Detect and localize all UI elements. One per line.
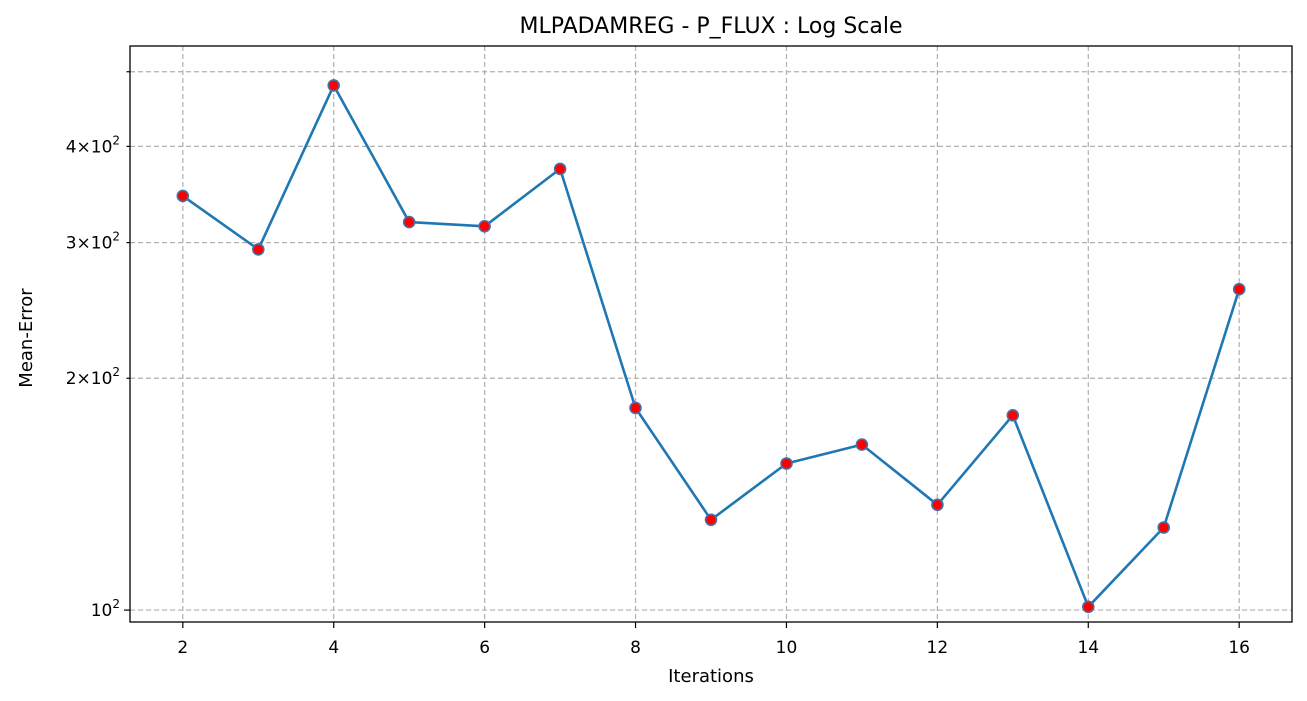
data-point — [1006, 408, 1020, 422]
x-tick-label: 14 — [1077, 638, 1099, 658]
data-point — [629, 401, 642, 415]
data-point — [931, 498, 944, 512]
y-tick-label: 3×102 — [66, 230, 120, 254]
x-tick-label: 16 — [1228, 638, 1250, 658]
grid-lines — [130, 46, 1292, 622]
x-tick-label: 12 — [927, 638, 949, 658]
x-tick-label: 4 — [328, 638, 339, 658]
data-point — [704, 513, 718, 527]
y-tick-label: 102 — [91, 597, 120, 621]
x-axis-label: Iterations — [668, 666, 754, 687]
plot-frame — [129, 45, 1293, 623]
y-tick-label: 4×102 — [66, 133, 120, 157]
data-point — [327, 79, 341, 92]
data-point — [1157, 521, 1170, 534]
data-point — [402, 215, 416, 229]
data-point — [478, 220, 491, 233]
data-point — [251, 243, 265, 256]
data-point — [1082, 600, 1095, 614]
series-layer — [176, 79, 1246, 614]
y-tick-label: 2×102 — [66, 365, 120, 389]
x-tick-label: 2 — [177, 638, 188, 658]
data-point — [553, 162, 567, 176]
x-tick-label: 8 — [630, 638, 641, 658]
x-tick-label: 10 — [776, 638, 798, 658]
series-line — [182, 84, 1241, 609]
chart-title: MLPADAMREG - P_FLUX : Log Scale — [519, 14, 902, 39]
axis-ticks: 2 4 6 8 10 12 14 16 102 2×102 3×102 4×102 — [66, 71, 1250, 658]
data-point — [1232, 282, 1246, 296]
data-point — [855, 438, 869, 451]
y-axis-label: Mean-Error — [16, 288, 37, 388]
x-tick-label: 6 — [479, 638, 490, 658]
data-point — [780, 457, 793, 470]
data-point — [176, 189, 190, 203]
